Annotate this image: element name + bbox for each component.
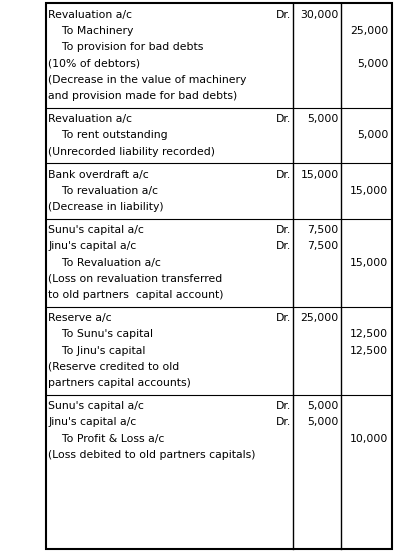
Text: Bank overdraft a/c: Bank overdraft a/c	[48, 169, 149, 179]
Text: Jinu's capital a/c: Jinu's capital a/c	[48, 241, 137, 251]
Text: 5,000: 5,000	[357, 130, 388, 140]
Text: (Loss debited to old partners capitals): (Loss debited to old partners capitals)	[48, 450, 256, 460]
Text: Dr.: Dr.	[276, 114, 291, 124]
Text: To Machinery: To Machinery	[48, 26, 134, 36]
Text: 15,000: 15,000	[350, 258, 388, 268]
Text: Reserve a/c: Reserve a/c	[48, 313, 112, 323]
Text: 30,000: 30,000	[300, 10, 339, 20]
Text: to old partners  capital account): to old partners capital account)	[48, 290, 224, 300]
Text: (Unrecorded liability recorded): (Unrecorded liability recorded)	[48, 147, 215, 157]
Text: Dr.: Dr.	[276, 417, 291, 427]
Text: 25,000: 25,000	[350, 26, 388, 36]
Text: 5,000: 5,000	[307, 401, 339, 411]
Text: Dr.: Dr.	[276, 241, 291, 251]
Text: (Loss on revaluation transferred: (Loss on revaluation transferred	[48, 274, 223, 284]
Text: Dr.: Dr.	[276, 10, 291, 20]
Text: (Reserve credited to old: (Reserve credited to old	[48, 362, 179, 372]
Text: Dr.: Dr.	[276, 401, 291, 411]
Text: 15,000: 15,000	[300, 169, 339, 179]
Text: partners capital accounts): partners capital accounts)	[48, 378, 191, 388]
Text: 12,500: 12,500	[350, 330, 388, 339]
Text: 15,000: 15,000	[350, 186, 388, 196]
Text: To Jinu's capital: To Jinu's capital	[48, 346, 146, 355]
Text: Revaluation a/c: Revaluation a/c	[48, 10, 132, 20]
Bar	[46, 3, 392, 549]
Text: (10% of debtors): (10% of debtors)	[48, 59, 141, 68]
Text: 5,000: 5,000	[307, 114, 339, 124]
Text: 5,000: 5,000	[357, 59, 388, 68]
Text: Revaluation a/c: Revaluation a/c	[48, 114, 132, 124]
Text: To Profit & Loss a/c: To Profit & Loss a/c	[48, 434, 165, 444]
Text: and provision made for bad debts): and provision made for bad debts)	[48, 91, 238, 101]
Text: 10,000: 10,000	[350, 434, 388, 444]
Text: Dr.: Dr.	[276, 169, 291, 179]
Text: 12,500: 12,500	[350, 346, 388, 355]
Text: To revaluation a/c: To revaluation a/c	[48, 186, 158, 196]
Text: Jinu's capital a/c: Jinu's capital a/c	[48, 417, 137, 427]
Text: 7,500: 7,500	[307, 225, 339, 235]
Text: To Revaluation a/c: To Revaluation a/c	[48, 258, 161, 268]
Text: To rent outstanding: To rent outstanding	[48, 130, 168, 140]
Text: Sunu's capital a/c: Sunu's capital a/c	[48, 225, 144, 235]
Text: 25,000: 25,000	[300, 313, 339, 323]
Text: Dr.: Dr.	[276, 313, 291, 323]
Text: 5,000: 5,000	[307, 417, 339, 427]
Text: Dr.: Dr.	[276, 225, 291, 235]
Text: (Decrease in the value of machinery: (Decrease in the value of machinery	[48, 75, 247, 85]
Text: 7,500: 7,500	[307, 241, 339, 251]
Text: (Decrease in liability): (Decrease in liability)	[48, 202, 164, 212]
Text: Sunu's capital a/c: Sunu's capital a/c	[48, 401, 144, 411]
Text: To Sunu's capital: To Sunu's capital	[48, 330, 153, 339]
Text: To provision for bad debts: To provision for bad debts	[48, 43, 204, 52]
